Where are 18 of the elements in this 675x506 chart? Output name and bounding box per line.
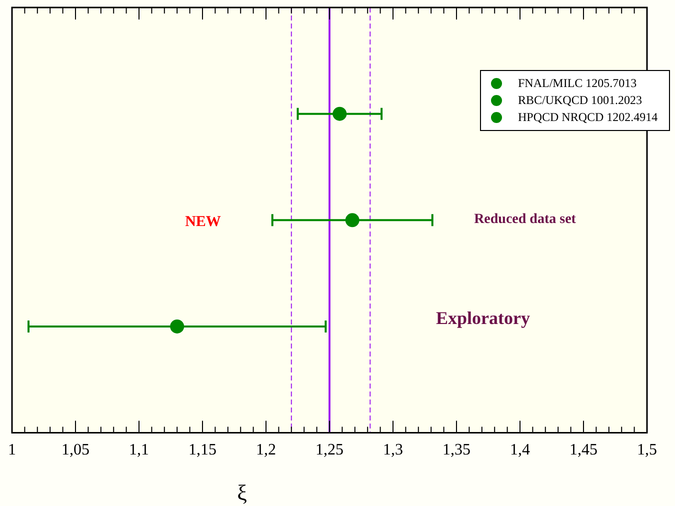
x-tick-label: 1,4 <box>510 442 530 459</box>
x-axis-title: ξ <box>237 480 248 505</box>
legend-label: RBC/UKQCD 1001.2023 <box>517 92 644 109</box>
x-tick-label: 1,3 <box>383 442 403 459</box>
x-tick-label: 1,25 <box>316 442 344 459</box>
x-tick-label: 1,05 <box>62 442 90 459</box>
x-tick-label: 1,5 <box>637 442 657 459</box>
legend-label: HPQCD NRQCD 1202.4914 <box>517 109 659 126</box>
x-tick-label: 1,35 <box>442 442 470 459</box>
x-tick-label: 1,15 <box>188 442 216 459</box>
x-tick-label: 1,2 <box>256 442 276 459</box>
x-tick-label: 1,1 <box>129 442 149 459</box>
annotation: NEW <box>185 214 221 230</box>
x-tick-label: 1,45 <box>570 442 598 459</box>
legend-label: FNAL/MILC 1205.7013 <box>517 75 638 92</box>
x-tick-label: 1 <box>8 442 16 459</box>
annotation: Reduced data set <box>474 212 576 227</box>
annotation: Exploratory <box>436 308 530 328</box>
